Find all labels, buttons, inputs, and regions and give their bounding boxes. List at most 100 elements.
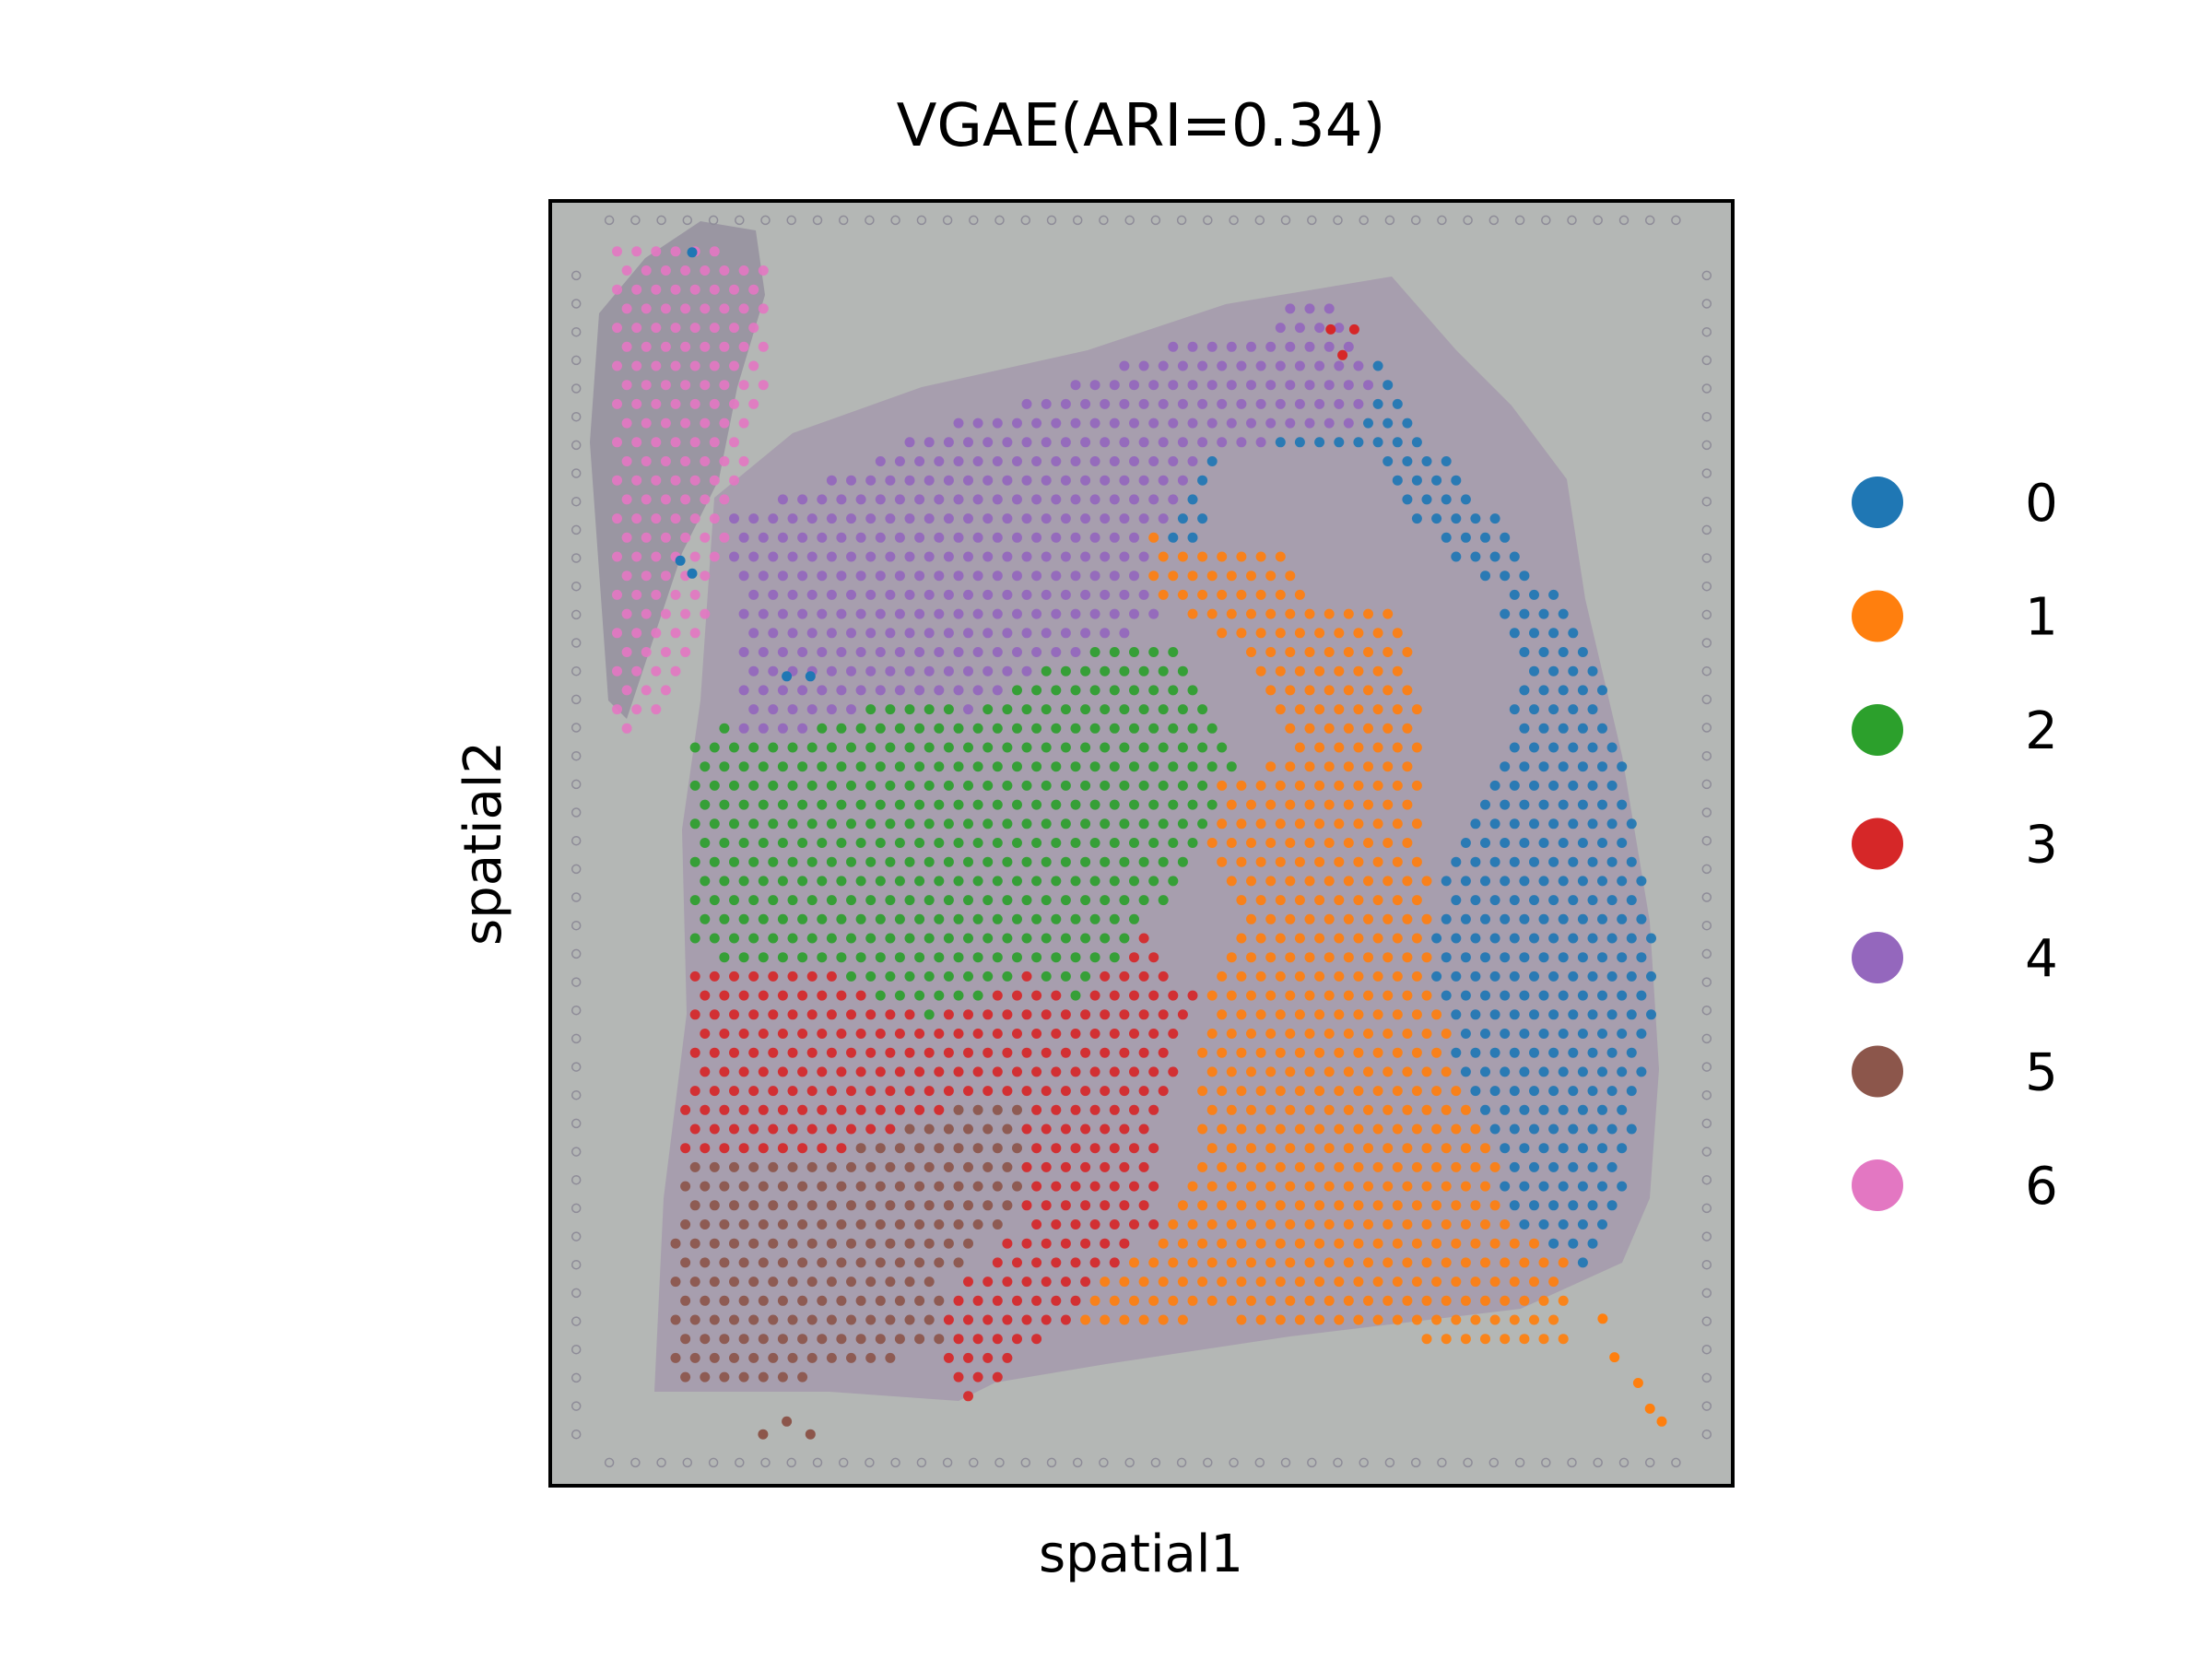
- spot-cluster-3: [1089, 1219, 1100, 1230]
- spot-cluster-0: [1617, 1066, 1628, 1077]
- spot-cluster-1: [1236, 1238, 1247, 1249]
- frame-spot: [630, 1457, 641, 1468]
- spot-cluster-2: [1021, 704, 1032, 715]
- spot-cluster-3: [982, 1352, 994, 1363]
- spot-cluster-3: [1051, 1257, 1062, 1268]
- spot-cluster-1: [1372, 856, 1383, 867]
- spot-cluster-3: [836, 990, 847, 1001]
- spot-cluster-1: [1304, 1295, 1315, 1306]
- spot-cluster-1: [1304, 1029, 1315, 1039]
- spot-cluster-3: [1080, 1047, 1091, 1058]
- spot-cluster-4: [1031, 456, 1042, 466]
- spot-cluster-1: [1402, 799, 1413, 810]
- spot-cluster-2: [729, 856, 739, 867]
- spot-cluster-3: [700, 1029, 711, 1039]
- spot-cluster-4: [1041, 398, 1052, 409]
- spot-cluster-1: [1480, 1257, 1490, 1268]
- spot-cluster-1: [1392, 1047, 1403, 1058]
- frame-spot: [1701, 1147, 1712, 1157]
- spot-cluster-6: [621, 647, 632, 657]
- spot-cluster-1: [1255, 1086, 1266, 1097]
- spot-cluster-2: [758, 838, 769, 848]
- spot-cluster-5: [894, 1219, 905, 1230]
- spot-cluster-2: [1012, 952, 1022, 963]
- spot-cluster-4: [797, 647, 808, 657]
- spot-cluster-4: [1314, 323, 1325, 334]
- spot-cluster-1: [1236, 856, 1247, 867]
- spot-cluster-1: [1441, 1143, 1452, 1154]
- spot-cluster-5: [904, 1277, 915, 1288]
- spot-cluster-3: [1129, 1029, 1139, 1039]
- spot-cluster-0: [1529, 971, 1539, 982]
- spot-cluster-4: [885, 628, 896, 639]
- spot-cluster-4: [953, 532, 964, 543]
- spot-cluster-3: [855, 990, 866, 1001]
- spot-cluster-3: [729, 1009, 739, 1020]
- spot-cluster-1: [1294, 1086, 1305, 1097]
- spot-cluster-0: [1480, 838, 1490, 848]
- spot-cluster-2: [1031, 723, 1042, 734]
- spot-cluster-3: [1070, 1029, 1081, 1039]
- spot-cluster-2: [817, 723, 828, 734]
- spot-cluster-4: [963, 589, 973, 600]
- spot-cluster-0: [1606, 895, 1618, 906]
- spot-cluster-1: [1236, 589, 1247, 600]
- spot-cluster-1: [1314, 1161, 1325, 1172]
- spot-cluster-2: [846, 742, 856, 753]
- spot-cluster-5: [817, 1334, 828, 1345]
- frame-spot: [571, 1033, 582, 1044]
- frame-spot: [571, 948, 582, 959]
- spot-cluster-6: [670, 246, 681, 257]
- spot-cluster-0: [1548, 1161, 1559, 1172]
- frame-spot: [865, 1457, 875, 1468]
- spot-cluster-0: [805, 671, 816, 682]
- spot-cluster-3: [1100, 1009, 1111, 1020]
- spot-cluster-2: [1177, 856, 1188, 867]
- spot-cluster-1: [1255, 589, 1266, 600]
- spot-cluster-2: [758, 761, 769, 772]
- spot-cluster-3: [1021, 1277, 1032, 1288]
- spot-cluster-4: [758, 608, 769, 619]
- spot-cluster-2: [914, 799, 925, 810]
- spot-cluster-4: [1275, 360, 1286, 371]
- spot-cluster-1: [1294, 971, 1305, 982]
- spot-cluster-3: [1138, 1124, 1149, 1135]
- spot-cluster-2: [1051, 723, 1062, 734]
- spot-cluster-1: [1421, 1219, 1432, 1230]
- spot-cluster-3: [797, 1066, 808, 1077]
- spot-cluster-4: [1109, 494, 1120, 505]
- spot-cluster-2: [982, 856, 994, 867]
- spot-cluster-1: [1158, 1238, 1169, 1249]
- spot-cluster-1: [1246, 647, 1256, 657]
- spot-cluster-0: [1636, 952, 1647, 963]
- spot-cluster-4: [1246, 418, 1256, 429]
- spot-cluster-3: [806, 971, 818, 982]
- spot-cluster-3: [1080, 1161, 1091, 1172]
- spot-cluster-1: [1363, 647, 1373, 657]
- spot-cluster-1: [1392, 1124, 1403, 1135]
- spot-cluster-1: [1489, 1277, 1500, 1288]
- spot-cluster-1: [1441, 1295, 1452, 1306]
- spot-cluster-1: [1558, 1334, 1569, 1345]
- spot-cluster-6: [631, 398, 642, 409]
- spot-cluster-1: [1334, 1200, 1345, 1211]
- spot-cluster-4: [806, 704, 818, 715]
- spot-cluster-5: [748, 1314, 759, 1325]
- spot-cluster-1: [1246, 1181, 1256, 1192]
- spot-cluster-4: [972, 532, 983, 543]
- spot-cluster-2: [709, 742, 720, 753]
- spot-cluster-4: [1177, 437, 1188, 448]
- spot-cluster-1: [1314, 818, 1325, 830]
- spot-cluster-1: [1314, 1238, 1325, 1249]
- spot-cluster-3: [768, 1047, 779, 1058]
- capture-frame-spots: [571, 215, 1712, 1468]
- frame-spot: [1229, 1457, 1239, 1468]
- spot-cluster-4: [894, 532, 905, 543]
- spot-cluster-3: [738, 1143, 749, 1154]
- spot-cluster-5: [992, 1219, 1003, 1230]
- spot-cluster-5: [797, 1181, 808, 1192]
- spot-cluster-2: [748, 856, 759, 867]
- spot-cluster-0: [1606, 818, 1618, 830]
- spot-cluster-1: [1343, 1257, 1354, 1268]
- spot-cluster-1: [1138, 1277, 1149, 1288]
